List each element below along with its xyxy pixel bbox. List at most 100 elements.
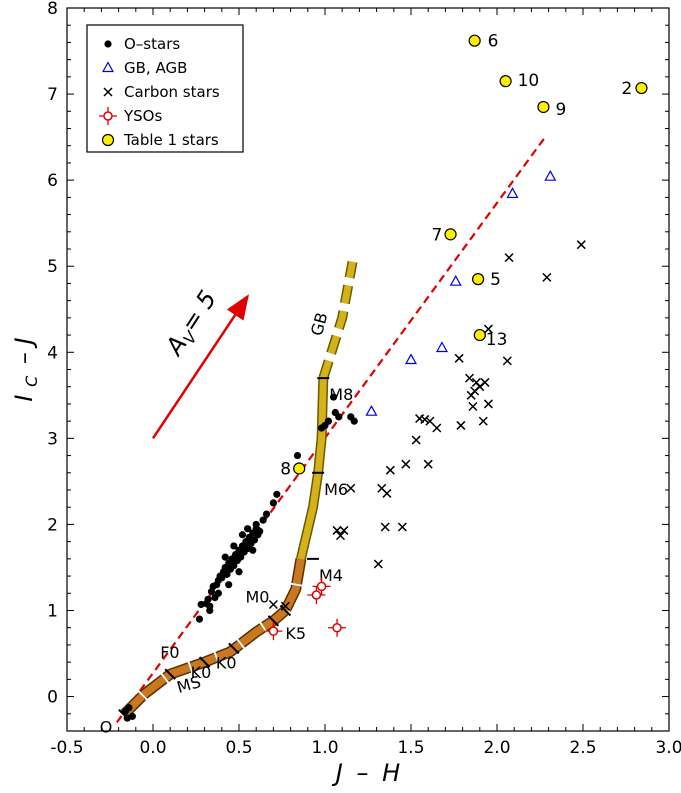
carbon-star-point [401,459,411,469]
y-axis-title: I C – J [10,337,43,401]
table1-star-label: 2 [621,79,632,99]
gb-agb-point-group [365,169,557,416]
x-tick-label: 1.5 [397,738,424,758]
gb-tick-label: M6 [324,480,348,499]
x-tick-label: -0.5 [50,738,83,758]
o-star-point-group [121,393,358,722]
table1-star-point [444,228,457,241]
gb-agb-point [365,404,378,416]
reference-lines: AV= 5 [115,136,547,724]
legend-marker-triangle [101,61,115,73]
table1-star-label: 13 [486,330,508,350]
carbon-star-point [456,420,466,430]
legend-label: GB, AGB [124,59,187,77]
x-tick-label: 2.0 [483,738,510,758]
o-star-point [259,516,267,524]
o-star-point [350,417,358,425]
carbon-star-point [380,522,390,532]
gb-agb-point [506,187,519,199]
legend-box [86,24,244,153]
o-star-point [123,714,131,722]
x-tick-label: 0.0 [139,738,166,758]
o-star-point [195,615,204,623]
table1-star-point [499,75,512,88]
o-star-point [250,536,259,544]
ms-tick-label: K0 [191,663,212,682]
o-star-point [269,499,277,507]
carbon-star-point [268,599,278,610]
y-axis-title-tail: – J [10,337,38,364]
carbon-star-point-group [268,240,586,611]
x-tick-label: 1.0 [311,738,338,758]
yso-point-ring [332,622,342,633]
ms-tick-label: F0 [160,643,179,662]
o-star-point [204,595,212,603]
data-points: 8 6 10 9 2 7 5 13 [121,32,648,722]
legend-marker-ring-errorbar-ring [103,111,113,121]
ms-tick-label: M0 [245,588,269,607]
carbon-star-point [280,601,290,611]
gb-agb-point [404,353,418,365]
table1-star-label: 10 [518,71,540,91]
yso-point-ring [268,626,279,636]
legend-label: Carbon stars [124,83,220,101]
ms-tick-mark [198,656,211,668]
carbon-star-point [576,240,586,250]
o-star-point [335,413,343,421]
carbon-star-point [397,522,407,532]
gb-agb-point [544,169,557,181]
x-axis-title-j: J [332,759,343,787]
table1-star-point [473,328,486,342]
o-star-point [330,393,338,401]
carbon-star-point [483,399,493,409]
ms-tick-mark [164,668,176,680]
carbon-star-point [454,353,464,363]
legend-marker-cross [103,87,113,97]
ms-tick-mark [267,615,280,627]
o-star-point [223,570,231,578]
yso-point-ring [316,581,327,592]
carbon-star-point [464,373,475,383]
o-star-point [256,527,264,535]
o-star-point [238,531,247,539]
y-tick-label: 2 [47,515,58,535]
table1-star-point [293,462,306,475]
gb-tick-label: M4 [319,566,343,585]
y-tick-label: 4 [47,343,58,363]
y-axis-title-i: I [10,395,38,402]
y-tick-label: 8 [47,0,58,19]
x-tick-label: 0.5 [225,738,252,758]
table1-star-label: 5 [490,270,501,290]
av-label-value: = 5 [175,286,222,337]
o-star-point [249,546,257,554]
y-axis-title-sub: C [22,375,41,387]
y-tick-label: 0 [47,688,58,708]
x-tick-label: 3.0 [655,738,681,758]
legend-marker-dot [104,40,112,48]
table1-star-point [537,100,550,114]
table1-star-label: 9 [555,100,566,120]
o-star-point [125,704,133,712]
carbon-star-point [542,272,552,282]
table1-star-label: 6 [488,32,499,52]
table1-star-label: 7 [432,225,443,245]
y-tick-label: 5 [47,257,58,277]
carbon-star-point [335,531,346,541]
x-axis-title-h: H [382,759,400,787]
y-tick-label: 6 [47,171,58,191]
o-star-point [324,417,333,425]
ms-tick-mark [228,642,240,655]
o-star-point [230,562,238,570]
legend-marker-yellow-circle [101,133,115,147]
main-sequence-track [120,558,305,718]
carbon-star-point [420,414,430,424]
o-star-point [293,451,302,460]
reddening-vector-line [115,136,547,724]
o-star-point [225,581,233,589]
o-star-point [262,510,271,518]
table1-star-point [635,81,648,95]
carbon-star-point [483,324,493,334]
table1-star-point [471,273,485,286]
o-star-point [237,553,245,561]
legend-label: O–stars [124,35,180,53]
